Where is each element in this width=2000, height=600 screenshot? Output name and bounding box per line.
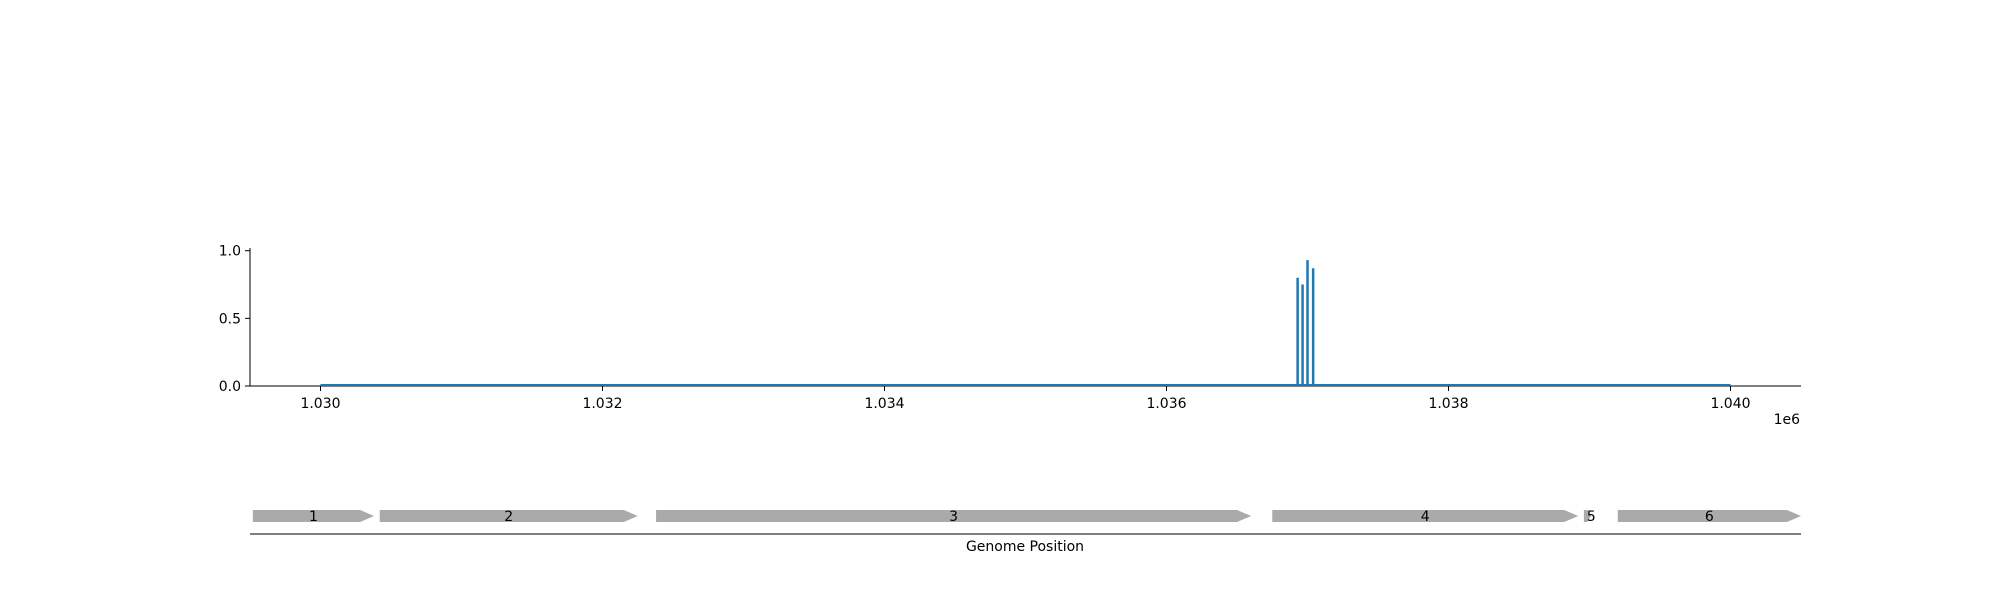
gene-label: 4: [1421, 509, 1430, 525]
gene-arrow: [1583, 510, 1591, 522]
gene-arrow: [1617, 510, 1801, 522]
x-tick-label: 1.036: [1146, 396, 1186, 412]
gene-track-xlabel: Genome Position: [966, 539, 1084, 555]
x-offset-label: 1e6: [1774, 412, 1801, 428]
gene-label: 6: [1705, 509, 1714, 525]
gene-label: 2: [504, 509, 513, 525]
y-tick-label: 0.0: [219, 379, 241, 395]
x-tick-label: 1.040: [1710, 396, 1750, 412]
gene-label: 5: [1587, 509, 1596, 525]
x-tick-label: 1.030: [300, 396, 340, 412]
gene-arrow: [252, 510, 375, 522]
gene-arrow: [379, 510, 638, 522]
gene-marks: 1 2 3 4 5 6: [252, 509, 1801, 525]
x-tick-label: 1.032: [582, 396, 622, 412]
y-tick-group: 0.0 0.5 1.0: [219, 244, 250, 395]
x-tick-group: 1.030 1.032 1.034 1.036 1.038 1.040: [300, 386, 1751, 412]
coverage-plot: 1.030 1.032 1.034 1.036 1.038 1.040 0.0 0.5 1.0…: [219, 244, 1801, 428]
y-tick-label: 0.5: [219, 311, 241, 327]
gene-arrow: [656, 510, 1252, 522]
x-tick-label: 1.038: [1428, 396, 1468, 412]
gene-track: 1 2 3 4 5 6 Genome Position: [250, 509, 1801, 555]
gene-label: 1: [309, 509, 318, 525]
data-marks: [320, 260, 1731, 386]
gene-arrow: [1272, 510, 1579, 522]
gene-label: 3: [949, 509, 958, 525]
x-tick-label: 1.034: [864, 396, 904, 412]
y-tick-label: 1.0: [219, 244, 241, 260]
